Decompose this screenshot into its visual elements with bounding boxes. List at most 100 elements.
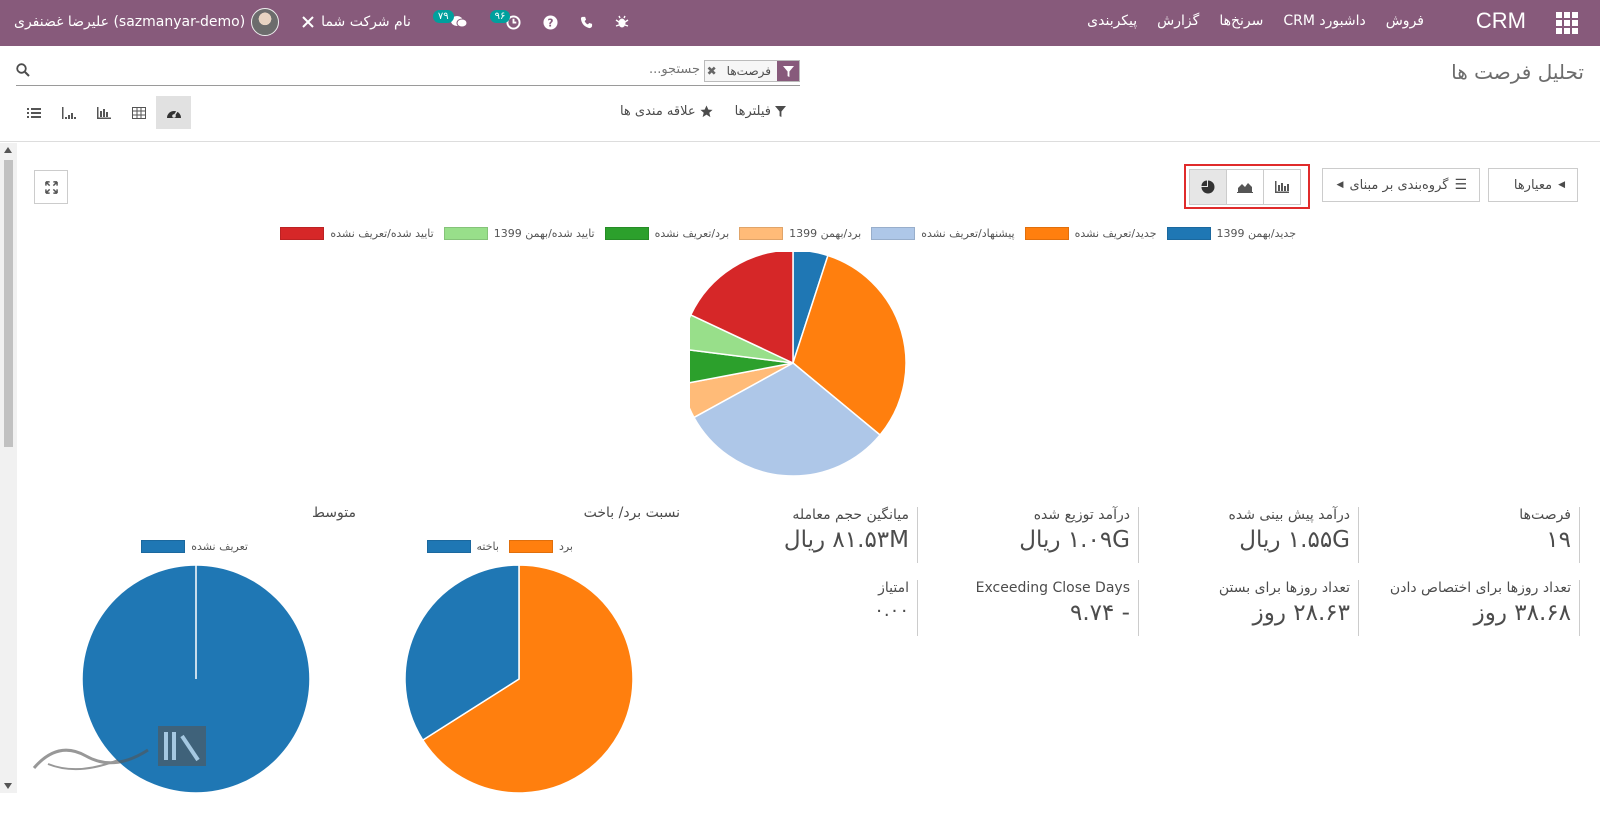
favorites-dropdown[interactable]: علاقه مندی ها <box>620 104 713 119</box>
menu-reporting[interactable]: گزارش <box>1157 13 1200 29</box>
aggregate-item[interactable]: درآمد پیش بینی شده ۱.۵۵G ریال <box>1146 507 1359 563</box>
main-pie-slice[interactable] <box>792 254 907 437</box>
scroll-down-arrow[interactable] <box>4 783 12 789</box>
star-icon <box>700 105 713 118</box>
search-icon[interactable] <box>16 63 30 81</box>
dashboard-view-button[interactable] <box>156 96 191 129</box>
tools-icon <box>301 15 315 29</box>
main-pie-slice[interactable] <box>692 362 882 477</box>
aggregate-item[interactable]: میانگین حجم معامله ۸۱.۵۳M ریال <box>705 507 918 563</box>
main-legend-item[interactable]: پیشنهاد/تعریف نشده <box>871 227 1015 240</box>
main-legend-item[interactable]: جدید/تعریف نشده <box>1024 227 1157 240</box>
pie-chart-button[interactable] <box>1189 168 1227 205</box>
main-legend-swatch <box>443 227 488 240</box>
average-legend: تعریف نشده <box>141 540 248 553</box>
filters-label: فیلترها <box>734 104 771 119</box>
main-pie-slice[interactable] <box>690 252 794 365</box>
company-name: نام شرکت شما <box>321 14 411 30</box>
main-legend-swatch <box>1024 227 1069 240</box>
menu-leads[interactable]: سرنخ‌ها <box>1219 13 1264 29</box>
win-loss-legend: برد باخته <box>426 540 573 553</box>
clock-icon <box>506 14 521 30</box>
pie-chart-icon <box>1201 180 1215 193</box>
main-legend-item[interactable]: تایید شده/تعریف نشده <box>280 227 434 240</box>
average-legend-item[interactable]: تعریف نشده <box>141 540 248 553</box>
main-legend-item[interactable]: برد/تعریف نشده <box>604 227 730 240</box>
main-legend-item[interactable]: جدید/بهمن 1399 <box>1166 227 1296 240</box>
aggregate-value: ۰.۰۰ <box>874 600 909 621</box>
win-loss-legend-swatch <box>426 540 471 553</box>
main-pie-slice[interactable] <box>690 362 794 419</box>
main-pie-slice[interactable] <box>690 349 794 384</box>
chart-type-group <box>1184 164 1310 209</box>
favorites-label: علاقه مندی ها <box>619 104 696 119</box>
search-input[interactable] <box>140 62 700 77</box>
groupby-dropdown[interactable]: ☰ گروه‌بندی بر مبنای ◀ <box>1322 168 1480 202</box>
aggregate-item[interactable]: Exceeding Close Days - ۹.۷۴ <box>926 580 1139 636</box>
aggregate-item[interactable]: فرصت‌ها ۱۹ <box>1367 507 1580 563</box>
aggregate-item[interactable]: درآمد توزیع شده ۱.۰۹G ریال <box>926 507 1139 563</box>
main-legend-swatch <box>1166 227 1211 240</box>
expand-button[interactable] <box>34 170 68 204</box>
scrollbar[interactable] <box>0 143 17 793</box>
aggregate-value: ۱.۵۵G ریال <box>1239 527 1350 553</box>
average-legend-label: تعریف نشده <box>191 540 248 553</box>
menu-crm-dashboard[interactable]: داشبورد CRM <box>1283 13 1366 29</box>
apps-menu-icon[interactable] <box>1556 12 1578 34</box>
app-brand[interactable]: CRM <box>1475 8 1526 33</box>
main-legend-label: پیشنهاد/تعریف نشده <box>921 227 1015 240</box>
measures-dropdown[interactable]: ◀ معیارها <box>1488 168 1578 202</box>
menu-sales[interactable]: فروش <box>1385 13 1424 29</box>
main-legend-label: برد/تعریف نشده <box>654 227 730 240</box>
messaging-menu[interactable]: ۷۹ <box>432 9 468 29</box>
aggregate-item[interactable]: تعداد روزها برای بستن ۲۸.۶۳ روز <box>1146 580 1359 636</box>
aggregate-label: درآمد توزیع شده <box>1033 507 1130 523</box>
facet-remove-icon[interactable]: ✖ <box>706 64 717 78</box>
main-legend-item[interactable]: تایید شده/بهمن 1399 <box>443 227 595 240</box>
main-menu: فروش داشبورد CRM سرنخ‌ها گزارش پیکربندی <box>1087 13 1424 29</box>
phone-icon[interactable] <box>580 16 593 29</box>
list-view-button[interactable] <box>16 96 51 129</box>
pivot-view-button[interactable] <box>121 96 156 129</box>
activity-badge: ۹۶ <box>489 9 511 23</box>
scroll-thumb[interactable] <box>4 160 13 447</box>
aggregate-item[interactable]: امتیاز ۰.۰۰ <box>705 580 918 636</box>
debug-bug-icon[interactable] <box>615 15 629 29</box>
help-icon[interactable]: ? <box>543 14 558 30</box>
win-loss-legend-item[interactable]: باخته <box>426 540 499 553</box>
aggregate-label: امتیاز <box>878 580 909 596</box>
filters-dropdown[interactable]: فیلترها <box>735 104 786 119</box>
win-loss-title: نسبت برد/ باخت <box>583 505 680 521</box>
chart-legend: جدید/بهمن 1399 جدید/تعریف نشده پیشنهاد/تعر… <box>280 227 1296 240</box>
aggregate-value: - ۹.۷۴ <box>1070 600 1130 626</box>
cohort-view-button[interactable] <box>51 96 86 129</box>
measures-label: معیارها <box>1513 177 1553 193</box>
messages-badge: ۷۹ <box>432 9 454 23</box>
user-menu[interactable]: علیرضا غضنفری (sazmanyar-demo) <box>14 8 280 36</box>
win-loss-legend-item[interactable]: برد <box>508 540 573 553</box>
watermark-logo <box>32 726 206 771</box>
main-legend-label: جدید/تعریف نشده <box>1074 227 1157 240</box>
aggregate-label: فرصت‌ها <box>1519 507 1571 523</box>
main-legend-item[interactable]: برد/بهمن 1399 <box>739 227 861 240</box>
menu-configuration[interactable]: پیکربندی <box>1087 13 1138 29</box>
bars-icon: ☰ <box>1454 177 1467 193</box>
win-loss-pie-slice[interactable] <box>404 564 520 742</box>
main-legend-label: تایید شده/تعریف نشده <box>330 227 434 240</box>
aggregate-value: ۲۸.۶۳ روز <box>1252 600 1350 626</box>
company-switcher[interactable]: نام شرکت شما <box>301 14 411 30</box>
filter-icon <box>777 61 799 81</box>
search-bar: فرصت‌ها ✖ <box>16 58 800 86</box>
aggregate-item[interactable]: تعداد روزها برای اختصاص دادن ۳۸.۶۸ روز <box>1367 580 1580 636</box>
scroll-up-arrow[interactable] <box>4 147 12 153</box>
facet-value: فرصت‌ها <box>726 64 771 78</box>
aggregate-label: تعداد روزها برای اختصاص دادن <box>1389 580 1571 596</box>
win-loss-pie-slice[interactable] <box>421 564 634 794</box>
chat-icon <box>450 16 468 28</box>
activity-menu[interactable]: ۹۶ <box>489 9 522 30</box>
aggregate-value: ۱.۰۹G ریال <box>1019 527 1130 553</box>
dashboard-icon <box>166 110 181 118</box>
area-chart-button[interactable] <box>1226 168 1264 205</box>
graph-view-button[interactable] <box>86 96 121 129</box>
bar-chart-button[interactable] <box>1263 168 1301 205</box>
